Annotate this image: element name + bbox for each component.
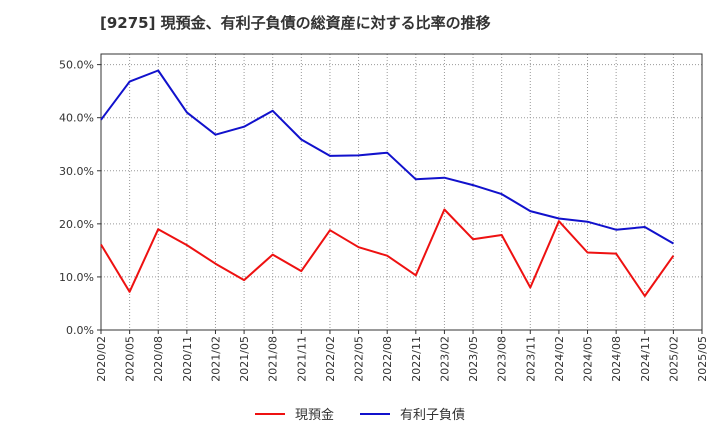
line-chart: 0.0% 10.0% 20.0% 30.0% 40.0% 50.0% 2020/02 2020… <box>59 53 709 382</box>
legend: 現預金 有利子負債 <box>0 404 720 423</box>
x-tick-label: 2023/02 <box>438 336 451 382</box>
y-tick-label: 10.0% <box>59 271 94 284</box>
x-tick-label: 2023/05 <box>467 336 480 382</box>
tick-labels: 0.0% 10.0% 20.0% 30.0% 40.0% 50.0% 2020/02 2020… <box>59 59 709 382</box>
axes <box>97 53 703 334</box>
legend-swatch-cash <box>254 412 285 415</box>
x-tick-label: 2024/11 <box>639 336 652 382</box>
x-tick-label: 2021/08 <box>267 336 280 382</box>
legend-item-debt: 有利子負債 <box>360 404 465 423</box>
plot-frame <box>100 53 703 331</box>
x-tick-label: 2021/05 <box>238 336 251 382</box>
series <box>100 69 675 297</box>
x-tick-label: 2020/02 <box>95 336 108 382</box>
chart-title: [9275] 現預金、有利子負債の総資産に対する比率の推移 <box>100 14 491 32</box>
x-tick-label: 2020/11 <box>181 336 194 382</box>
x-tick-label: 2020/08 <box>152 336 165 382</box>
x-tick-label: 2022/08 <box>381 336 394 382</box>
x-tick-label: 2023/08 <box>496 336 509 382</box>
y-tick-label: 40.0% <box>59 112 94 125</box>
legend-item-cash: 現預金 <box>254 404 334 423</box>
y-tick-label: 30.0% <box>59 165 94 178</box>
x-tick-label: 2020/05 <box>124 336 137 382</box>
legend-swatch-debt <box>360 412 390 415</box>
x-tick-label: 2024/05 <box>582 336 595 382</box>
x-tick-label: 2021/11 <box>295 336 308 382</box>
x-tick-label: 2022/02 <box>324 336 337 382</box>
x-tick-label: 2023/11 <box>524 336 537 382</box>
legend-label-cash: 現預金 <box>294 408 334 423</box>
x-tick-label: 2022/11 <box>410 336 423 382</box>
y-tick-label: 50.0% <box>59 59 94 72</box>
x-tick-label: 2025/02 <box>667 336 680 382</box>
y-tick-label: 0.0% <box>66 324 94 337</box>
x-tick-label: 2024/08 <box>610 336 623 382</box>
x-tick-label: 2025/05 <box>696 336 709 382</box>
legend-label-debt: 有利子負債 <box>400 408 466 423</box>
grid <box>100 54 703 331</box>
x-tick-label: 2024/02 <box>553 336 566 382</box>
x-tick-label: 2022/05 <box>353 336 366 382</box>
y-tick-label: 20.0% <box>59 218 94 231</box>
x-tick-label: 2021/02 <box>209 336 222 382</box>
